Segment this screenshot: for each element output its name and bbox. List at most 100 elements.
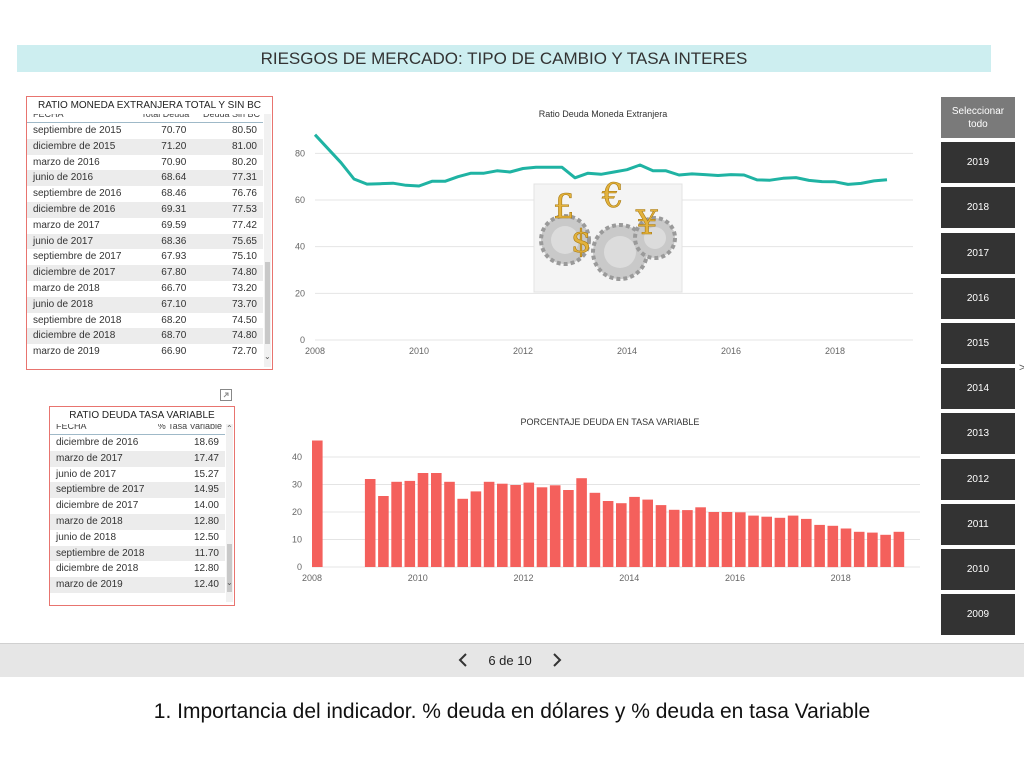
value-cell: 17.47 — [149, 450, 225, 467]
table-row[interactable]: diciembre de 2017 14.00 — [50, 498, 225, 514]
table-row[interactable]: septiembre de 2018 11.70 — [50, 545, 225, 562]
table-row[interactable]: diciembre de 2018 68.70 74.80 — [27, 328, 263, 345]
next-page-icon[interactable] — [549, 652, 565, 668]
bar[interactable] — [748, 515, 759, 567]
slicer-item-2016[interactable]: 2016 — [941, 277, 1015, 319]
table-row[interactable]: junio de 2018 12.50 — [50, 530, 225, 546]
value-cell: 12.50 — [193, 531, 219, 543]
bar[interactable] — [497, 483, 508, 567]
bar[interactable] — [364, 479, 376, 567]
collapse-edge-icon[interactable]: > — [1019, 362, 1024, 374]
column-header[interactable]: FECHA — [50, 424, 150, 435]
bar[interactable] — [721, 512, 733, 567]
table-row[interactable]: diciembre de 2017 67.80 74.80 — [27, 265, 263, 281]
bar[interactable] — [814, 524, 825, 567]
table-row[interactable]: septiembre de 2016 68.46 76.76 — [27, 186, 263, 202]
table-row[interactable]: marzo de 2016 70.90 80.20 — [27, 155, 263, 171]
column-header[interactable]: Total Deuda — [131, 114, 193, 123]
bar[interactable] — [470, 491, 482, 567]
bar[interactable] — [576, 478, 587, 567]
bar[interactable] — [655, 505, 667, 567]
table-row[interactable]: junio de 2017 15.27 — [50, 467, 225, 483]
bar[interactable] — [523, 482, 535, 567]
scroll-up-icon[interactable]: ⌃ — [226, 424, 233, 433]
bar[interactable] — [563, 490, 574, 567]
table-row[interactable]: junio de 2018 67.10 73.70 — [27, 296, 263, 313]
bar[interactable] — [312, 440, 323, 568]
slicer-item-2012[interactable]: 2012 — [941, 458, 1015, 500]
table-row[interactable]: diciembre de 2016 18.69 — [50, 435, 225, 451]
table-row[interactable]: septiembre de 2017 67.93 75.10 — [27, 249, 263, 265]
bar[interactable] — [668, 509, 680, 567]
table-row[interactable]: marzo de 2017 17.47 — [50, 450, 225, 467]
bar[interactable] — [444, 481, 455, 568]
table-row[interactable]: marzo de 2019 12.40 — [50, 577, 225, 593]
bar[interactable] — [695, 507, 706, 567]
table-row[interactable]: diciembre de 2015 71.20 81.00 — [27, 138, 263, 155]
bar[interactable] — [642, 499, 653, 567]
table-row[interactable]: septiembre de 2017 14.95 — [50, 482, 225, 499]
table-fx-body[interactable]: FECHA Total Deuda Deuda Sin BC septiembr… — [27, 114, 263, 369]
bar[interactable] — [549, 485, 561, 567]
bar[interactable] — [378, 496, 389, 567]
bar[interactable] — [682, 510, 693, 567]
bar[interactable] — [483, 481, 495, 568]
bar[interactable] — [391, 481, 402, 568]
table-row[interactable]: marzo de 2018 66.70 73.20 — [27, 281, 263, 297]
slicer-item-2014[interactable]: 2014 — [941, 368, 1015, 410]
table-row[interactable]: diciembre de 2016 69.31 77.53 — [27, 201, 263, 218]
table-row[interactable]: diciembre de 2018 12.80 — [50, 561, 225, 577]
slicer-item-2019[interactable]: 2019 — [941, 142, 1015, 184]
select-all-button[interactable]: Seleccionar todo — [941, 97, 1015, 138]
column-header[interactable]: Deuda Sin BC — [192, 114, 263, 123]
table-row[interactable]: septiembre de 2018 68.20 74.50 — [27, 313, 263, 329]
bar[interactable] — [867, 532, 878, 567]
bar[interactable] — [404, 480, 416, 567]
expand-icon[interactable] — [220, 389, 232, 401]
scroll-down-icon[interactable]: ⌄ — [226, 578, 233, 587]
bar[interactable] — [840, 528, 852, 568]
bar[interactable] — [761, 516, 772, 567]
scroll-down-icon[interactable]: ⌄ — [264, 352, 271, 361]
bar[interactable] — [735, 512, 746, 567]
value-cell: 68.64 — [131, 170, 193, 187]
table-row[interactable]: junio de 2016 68.64 77.31 — [27, 170, 263, 187]
table-row[interactable]: marzo de 2018 12.80 — [50, 513, 225, 530]
bar[interactable] — [853, 531, 865, 567]
bar[interactable] — [787, 515, 799, 567]
column-header[interactable]: FECHA — [27, 114, 132, 123]
scrollbar[interactable] — [264, 114, 271, 367]
slicer-item-2010[interactable]: 2010 — [941, 549, 1015, 590]
slicer-item-2018[interactable]: 2018 — [941, 187, 1015, 229]
bar[interactable] — [629, 496, 640, 567]
table-row[interactable]: junio de 2017 68.36 75.65 — [27, 233, 263, 250]
slicer-item-2009[interactable]: 2009 — [941, 594, 1015, 636]
previous-page-icon[interactable] — [455, 652, 471, 668]
scrollbar-thumb[interactable] — [265, 262, 270, 344]
bar[interactable] — [880, 534, 891, 567]
bar[interactable] — [602, 501, 614, 567]
bar[interactable] — [457, 498, 468, 567]
bar[interactable] — [708, 512, 720, 567]
bar[interactable] — [774, 517, 786, 567]
bar[interactable] — [417, 473, 429, 567]
slicer-item-2011[interactable]: 2011 — [941, 503, 1015, 545]
bar[interactable] — [801, 518, 812, 567]
bar[interactable] — [616, 503, 627, 567]
scrollbar[interactable] — [226, 424, 233, 602]
scrollbar-thumb[interactable] — [227, 544, 232, 592]
bar[interactable] — [893, 531, 905, 567]
table-row[interactable]: septiembre de 2015 70.70 80.50 — [27, 123, 263, 139]
slicer-item-2015[interactable]: 2015 — [941, 323, 1015, 364]
table-row[interactable]: marzo de 2019 66.90 72.70 — [27, 344, 263, 360]
bar[interactable] — [510, 485, 521, 567]
bar[interactable] — [589, 492, 601, 568]
bar[interactable] — [431, 473, 442, 567]
table-var-body[interactable]: FECHA % Tasa Variable diciembre de 2016 1… — [50, 424, 225, 605]
bar[interactable] — [827, 525, 839, 568]
bar[interactable] — [536, 487, 548, 568]
slicer-item-2013[interactable]: 2013 — [941, 413, 1015, 455]
table-row[interactable]: marzo de 2017 69.59 77.42 — [27, 218, 263, 234]
column-header[interactable]: % Tasa Variable — [149, 424, 225, 435]
slicer-item-2017[interactable]: 2017 — [941, 232, 1015, 274]
